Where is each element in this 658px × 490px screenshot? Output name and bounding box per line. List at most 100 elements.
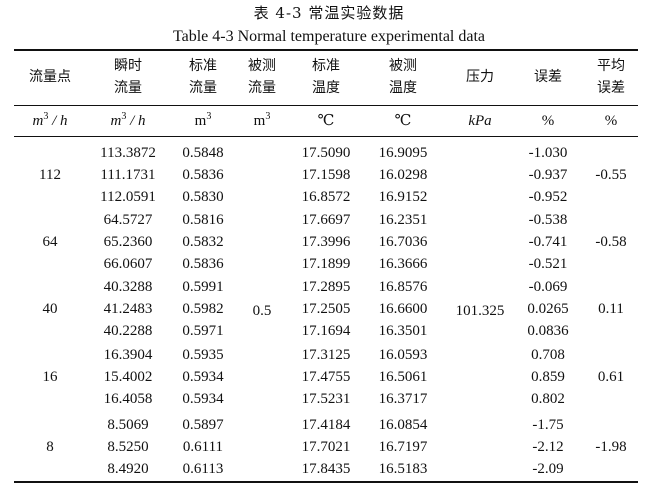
cell-test-temp: 16.7197 (378, 439, 428, 455)
unit-flow-point: m3 / h (15, 110, 85, 132)
cell-std-temp: 17.4755 (301, 369, 351, 385)
cell-std-temp: 17.4184 (301, 417, 351, 433)
cell-error: 0.708 (531, 347, 565, 363)
cell-test-temp: 16.5061 (378, 369, 428, 385)
unit-exponent: 3 (265, 111, 271, 122)
cell-std-flow: 0.5991 (182, 279, 224, 295)
unit-denominator: / h (126, 113, 146, 129)
unit-exponent: 3 (43, 111, 49, 122)
unit-pressure: kPa (468, 113, 492, 129)
header-avg-error-line-2: 误差 (597, 80, 625, 96)
cell-instant: 113.3872 (100, 145, 156, 161)
cell-test-temp: 16.0593 (378, 347, 428, 363)
unit-base: m (194, 113, 207, 129)
cell-error: -1.030 (528, 145, 568, 161)
cell-error: 0.859 (531, 369, 565, 385)
header-test-temp-line-2: 温度 (389, 80, 417, 96)
average-error-value: 0.61 (597, 369, 625, 385)
cell-instant: 15.4002 (103, 369, 153, 385)
cell-error: -0.521 (528, 256, 568, 272)
cell-instant: 8.4920 (107, 461, 149, 477)
cell-test-temp: 16.3501 (378, 323, 428, 339)
header-test-temp-line-1: 被测 (389, 58, 417, 74)
cell-instant: 66.0607 (103, 256, 153, 272)
header-test-flow-line-1: 被测 (248, 58, 276, 74)
cell-test-temp: 16.8576 (378, 279, 428, 295)
header-instant-flow-line-1: 瞬时 (114, 58, 142, 74)
table-caption-english: Table 4-3 Normal temperature experimenta… (172, 28, 486, 45)
header-pressure-line-1: 压力 (466, 69, 494, 85)
cell-std-flow: 0.5897 (182, 417, 224, 433)
cell-std-temp: 17.5231 (301, 391, 351, 407)
cell-std-flow: 0.5934 (182, 369, 224, 385)
table-caption-chinese: 表 4-3 常温实验数据 (253, 4, 405, 22)
cell-error: -0.952 (528, 189, 568, 205)
cell-test-temp: 16.5183 (378, 461, 428, 477)
average-error-value: 0.11 (598, 301, 624, 317)
cell-instant: 40.2288 (103, 323, 153, 339)
cell-test-temp: 16.9095 (378, 145, 428, 161)
cell-test-temp: 16.2351 (378, 212, 428, 228)
flow-point-value: 112 (39, 167, 61, 183)
header-std-temp-line-1: 标准 (312, 58, 340, 74)
cell-std-temp: 17.1694 (301, 323, 351, 339)
cell-std-temp: 17.6697 (301, 212, 351, 228)
cell-error: -2.09 (532, 461, 564, 477)
unit-base: m (253, 113, 266, 129)
cell-std-flow: 0.5832 (182, 234, 224, 250)
cell-instant: 16.3904 (103, 347, 153, 363)
unit-std-flow: m3 (171, 110, 235, 132)
header-std-flow-line-1: 标准 (189, 58, 217, 74)
unit-base: m (110, 113, 122, 129)
cell-error: 0.802 (531, 391, 565, 407)
average-error-value: -1.98 (595, 439, 627, 455)
unit-denominator: / h (48, 113, 68, 129)
test-flow-merged-value: 0.5 (252, 303, 272, 319)
cell-test-temp: 16.6600 (378, 301, 428, 317)
cell-std-flow: 0.5848 (182, 145, 224, 161)
cell-std-temp: 17.2895 (301, 279, 351, 295)
cell-std-temp: 17.7021 (301, 439, 351, 455)
flow-point-value: 8 (46, 439, 54, 455)
cell-error: 0.0836 (527, 323, 569, 339)
pressure-merged-value: 101.325 (455, 303, 505, 319)
header-flow-point-line-1: 流量点 (29, 69, 71, 85)
header-error-line-1: 误差 (534, 69, 562, 85)
cell-std-flow: 0.5935 (182, 347, 224, 363)
unit-test-flow: m3 (237, 110, 287, 132)
cell-instant: 41.2483 (103, 301, 153, 317)
cell-instant: 8.5069 (107, 417, 149, 433)
cell-test-temp: 16.7036 (378, 234, 428, 250)
unit-base: m (32, 113, 44, 129)
cell-std-temp: 17.8435 (301, 461, 351, 477)
cell-std-temp: 17.1899 (301, 256, 351, 272)
flow-point-value: 64 (42, 234, 58, 250)
cell-std-flow: 0.5836 (182, 256, 224, 272)
cell-std-flow: 0.5836 (182, 167, 224, 183)
cell-std-flow: 0.6113 (182, 461, 224, 477)
cell-std-flow: 0.5971 (182, 323, 224, 339)
cell-error: -0.069 (528, 279, 568, 295)
cell-instant: 64.5727 (103, 212, 153, 228)
header-std-temp-line-2: 温度 (312, 80, 340, 96)
cell-instant: 112.0591 (100, 189, 156, 205)
cell-test-temp: 16.0298 (378, 167, 428, 183)
cell-std-temp: 17.3996 (301, 234, 351, 250)
cell-std-temp: 17.5090 (301, 145, 351, 161)
header-avg-error-line-1: 平均 (597, 58, 625, 74)
cell-std-temp: 17.2505 (301, 301, 351, 317)
unit-test-temp: ℃ (394, 113, 412, 129)
header-instant-flow-line-2: 流量 (114, 80, 142, 96)
unit-exponent: 3 (206, 111, 212, 122)
cell-std-flow: 0.5934 (182, 391, 224, 407)
cell-error: -0.741 (528, 234, 568, 250)
cell-std-flow: 0.5816 (182, 212, 224, 228)
cell-std-flow: 0.5982 (182, 301, 224, 317)
average-error-value: -0.58 (595, 234, 627, 250)
header-test-flow-line-2: 流量 (248, 80, 276, 96)
cell-error: -0.538 (528, 212, 568, 228)
cell-std-temp: 16.8572 (301, 189, 351, 205)
flow-point-value: 40 (42, 301, 58, 317)
cell-test-temp: 16.3717 (378, 391, 428, 407)
